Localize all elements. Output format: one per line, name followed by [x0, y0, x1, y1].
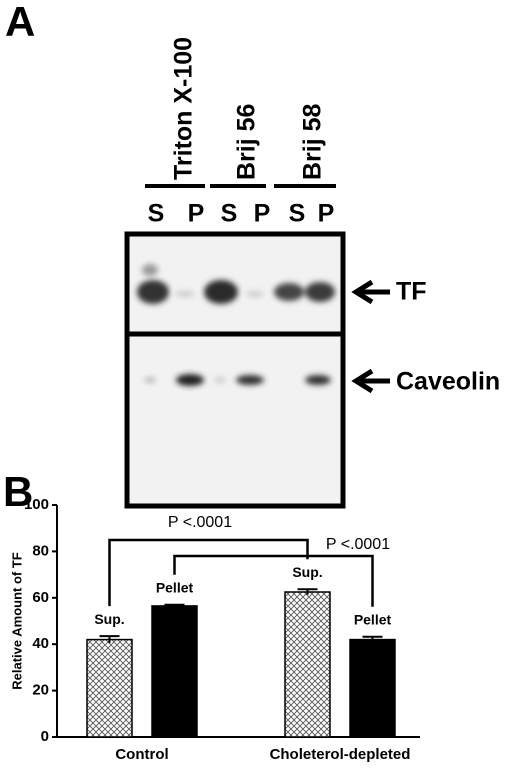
- significance-bracket: [108, 538, 309, 607]
- lane-label: Brij 58: [299, 103, 327, 180]
- lane-label: Brij 56: [233, 104, 261, 180]
- bands: [137, 264, 335, 386]
- blot: Triton X-100 Brij 56 Brij 58 S P S P S P: [124, 37, 500, 509]
- fraction-label: S: [289, 200, 306, 228]
- arrow: [351, 368, 390, 394]
- bar-label: Sup.: [292, 564, 322, 580]
- bar-label: Pellet: [354, 611, 392, 627]
- y-tick-label: 20: [32, 682, 49, 699]
- band-label: Caveolin: [396, 368, 500, 396]
- y-tick-label: 0: [41, 728, 49, 745]
- panel-label: B: [3, 468, 33, 515]
- panel-label: A: [5, 0, 35, 45]
- blot-frame: [124, 231, 346, 509]
- error-bar: [297, 588, 318, 595]
- y-tick-label: 100: [24, 496, 49, 513]
- y-tick-label: 60: [32, 589, 49, 606]
- bar-label: Pellet: [156, 579, 194, 595]
- fraction-label: S: [148, 200, 165, 228]
- x-tick-label: Control: [115, 746, 168, 763]
- x-tick-label: Choleterol-depleted: [270, 746, 411, 763]
- error-bar: [362, 635, 383, 643]
- bar: [284, 591, 331, 738]
- error-bar: [164, 603, 185, 608]
- y-tick-label: 80: [32, 542, 49, 559]
- bar: [349, 638, 396, 738]
- error-bar: [99, 635, 120, 644]
- annotation: P <.0001: [326, 536, 390, 553]
- fraction-label: S: [221, 200, 238, 228]
- significance-bracket: [173, 554, 374, 607]
- lane-label: Triton X-100: [170, 37, 198, 180]
- y-tick-label: 40: [32, 635, 49, 652]
- fraction-label: P: [188, 200, 205, 228]
- bar: [151, 605, 198, 738]
- band-label: TF: [396, 278, 427, 306]
- arrow: [351, 279, 390, 305]
- fraction-label: P: [254, 200, 271, 228]
- bar-label: Sup.: [94, 611, 124, 627]
- y-axis-label: Relative Amount of TF: [9, 552, 24, 690]
- bar: [86, 638, 133, 738]
- annotation: P <.0001: [168, 514, 232, 531]
- fraction-label: P: [318, 200, 335, 228]
